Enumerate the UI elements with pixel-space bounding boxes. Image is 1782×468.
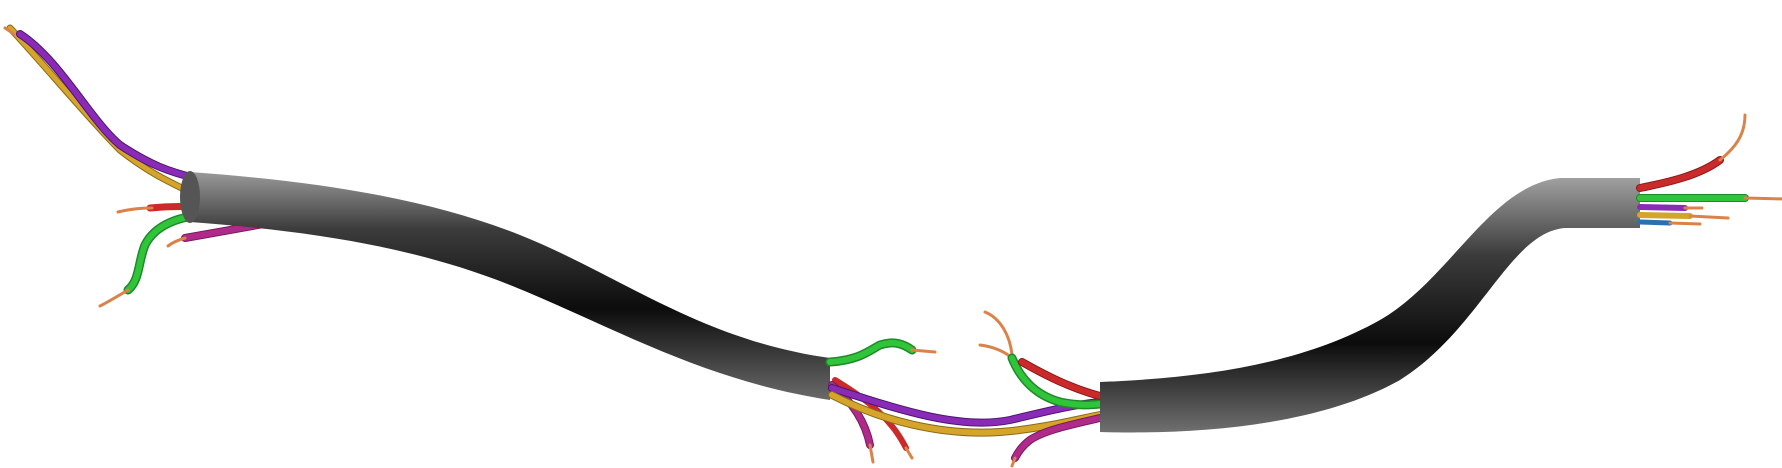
right-end-wires [1636, 113, 1782, 226]
wire-purple-right [1637, 204, 1688, 211]
wire-yellow-right [1637, 212, 1693, 219]
wire-blue-right [1637, 219, 1673, 226]
middle-right-wires [978, 310, 1105, 468]
left-cable-sheath [180, 171, 830, 400]
left-end-wires [3, 24, 324, 308]
right-cable-sheath [1100, 178, 1640, 433]
